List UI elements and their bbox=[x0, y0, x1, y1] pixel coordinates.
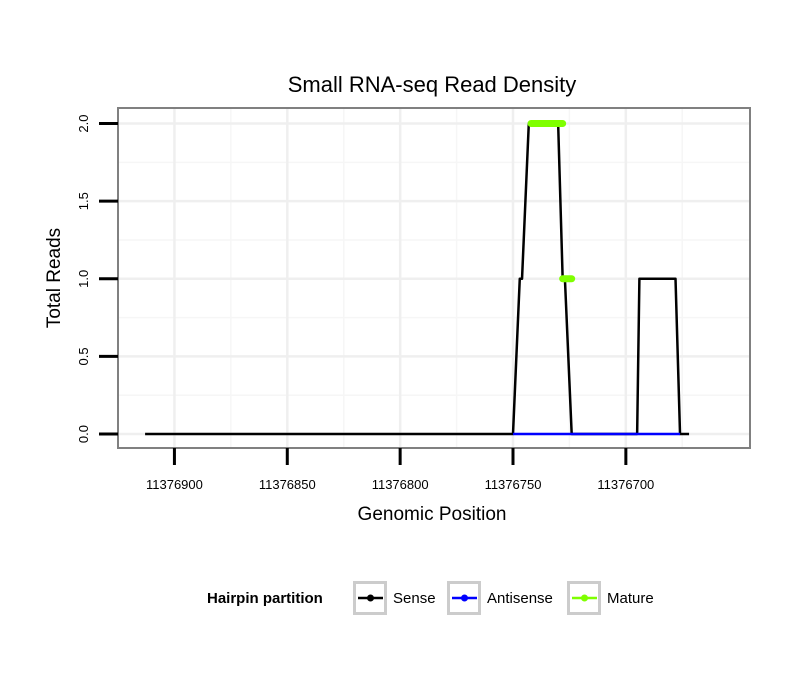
x-tick-label: 11376750 bbox=[485, 477, 542, 492]
x-tick-label: 11376800 bbox=[372, 477, 429, 492]
legend-key-point bbox=[461, 594, 468, 602]
y-tick-label: 1.5 bbox=[76, 192, 91, 210]
legend-key-point bbox=[581, 594, 588, 602]
y-tick-label: 2.0 bbox=[76, 114, 91, 132]
y-tick-label: 1.0 bbox=[76, 270, 91, 288]
series-layer bbox=[145, 120, 690, 436]
legend-label-antisense: Antisense bbox=[487, 590, 553, 607]
legend-label-mature: Mature bbox=[607, 590, 654, 607]
y-tick-label: 0.0 bbox=[76, 425, 91, 443]
x-axis: 11376900 11376850 11376800 11376750 11376700 bbox=[146, 448, 654, 492]
y-tick-label: 0.5 bbox=[76, 347, 91, 365]
y-axis-title: Total Reads bbox=[44, 228, 65, 328]
x-axis-title: Genomic Position bbox=[358, 504, 507, 525]
x-tick-label: 11376900 bbox=[146, 477, 203, 492]
legend-label-sense: Sense bbox=[393, 590, 436, 607]
legend-key-point bbox=[367, 594, 374, 602]
legend: Hairpin partition Sense Antisense Mature bbox=[207, 581, 654, 615]
x-tick-label: 11376850 bbox=[259, 477, 316, 492]
chart-title: Small RNA-seq Read Density bbox=[288, 72, 577, 97]
y-axis: 0.0 0.5 1.0 1.5 2.0 bbox=[76, 114, 118, 443]
x-tick-label: 11376700 bbox=[597, 477, 654, 492]
legend-title: Hairpin partition bbox=[207, 590, 323, 607]
